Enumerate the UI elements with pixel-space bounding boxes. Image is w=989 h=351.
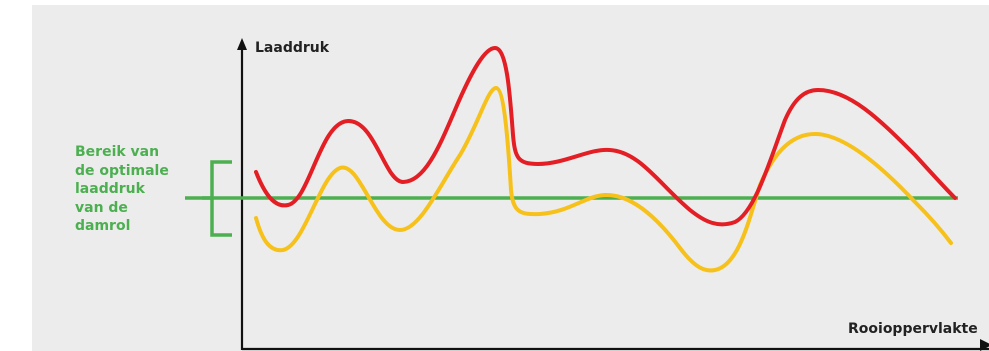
x-axis-label: Rooioppervlakte (848, 321, 978, 337)
yellow-curve (254, 86, 953, 273)
optimal-range-label: Bereik van de optimale laaddruk van de d… (75, 143, 185, 236)
range-label-line: laaddruk (75, 181, 145, 197)
red-curve (254, 46, 957, 227)
range-label-line: van de (75, 199, 128, 216)
range-label-line: damrol (75, 218, 131, 234)
optimal-range-bracket (202, 160, 232, 237)
y-axis-label: Laaddruk (255, 40, 330, 56)
range-label-line: Bereik van (75, 144, 160, 160)
y-axis-arrow (237, 38, 247, 50)
range-label-line: de optimale (75, 162, 169, 179)
x-axis-arrow (980, 339, 989, 351)
